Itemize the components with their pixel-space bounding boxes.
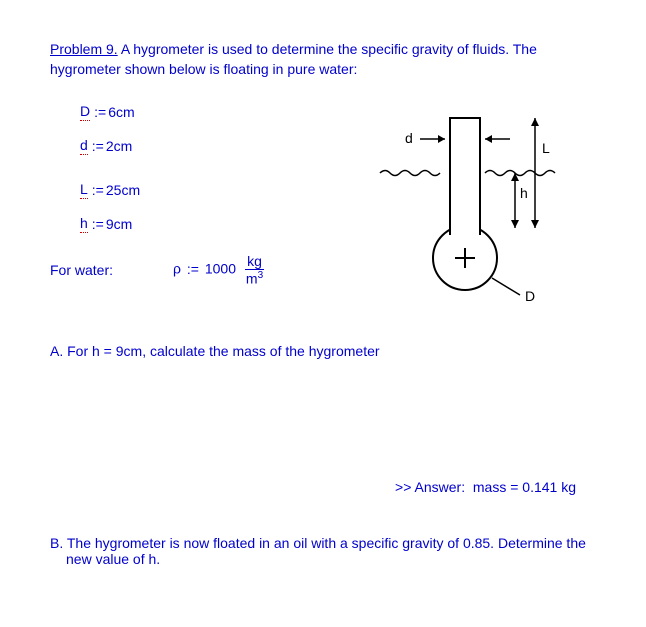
- given-block: D:= 6cm d:= 2cm L:= 25cm h:= 9cm: [80, 103, 370, 233]
- diagram-D-label: D: [525, 288, 535, 304]
- value-d: 2cm: [106, 138, 132, 154]
- value-D: 6cm: [108, 104, 134, 120]
- given-L: L:= 25cm: [80, 181, 370, 199]
- assign-op: :=: [187, 261, 199, 277]
- for-water-row: For water: ρ := 1000 kg m3: [50, 253, 370, 287]
- answer-value: mass = 0.141 kg: [473, 479, 576, 495]
- rho-unit-den: m3: [244, 270, 265, 287]
- var-D: D: [80, 103, 90, 121]
- diagram-column: d L h D: [370, 103, 596, 323]
- part-a: A. For h = 9cm, calculate the mass of th…: [50, 343, 596, 359]
- answer-prefix: >> Answer:: [395, 479, 465, 495]
- rho-expr: ρ := 1000 kg m3: [173, 253, 265, 287]
- given-h: h:= 9cm: [80, 215, 370, 233]
- rho-var: ρ: [173, 261, 181, 277]
- problem-title: Problem 9.: [50, 41, 118, 57]
- given-d: d:= 2cm: [80, 137, 370, 155]
- content-row: D:= 6cm d:= 2cm L:= 25cm h:= 9cm For wat…: [50, 103, 596, 323]
- problem-body: A hygrometer is used to determine the sp…: [50, 41, 537, 77]
- hygrometer-diagram: d L h D: [370, 103, 590, 323]
- diagram-h-label: h: [520, 185, 528, 201]
- assign-op: :=: [92, 182, 104, 198]
- assign-op: :=: [92, 138, 104, 154]
- value-L: 25cm: [106, 182, 140, 198]
- answer-a: >> Answer: mass = 0.141 kg: [50, 479, 576, 495]
- diagram-d-label: d: [405, 130, 413, 146]
- assign-op: :=: [92, 216, 104, 232]
- value-h: 9cm: [106, 216, 132, 232]
- given-D: D:= 6cm: [80, 103, 370, 121]
- given-column: D:= 6cm d:= 2cm L:= 25cm h:= 9cm For wat…: [50, 103, 370, 303]
- diagram-L-label: L: [542, 140, 550, 156]
- var-L: L: [80, 181, 88, 199]
- for-water-label: For water:: [50, 262, 113, 278]
- var-h: h: [80, 215, 88, 233]
- part-b: B. The hygrometer is now floated in an o…: [66, 535, 596, 567]
- assign-op: :=: [94, 104, 106, 120]
- rho-unit-num: kg: [245, 253, 264, 270]
- problem-statement: Problem 9. A hygrometer is used to deter…: [50, 40, 596, 79]
- rho-unit-frac: kg m3: [244, 253, 265, 287]
- rho-coef: 1000: [205, 261, 236, 277]
- var-d: d: [80, 137, 88, 155]
